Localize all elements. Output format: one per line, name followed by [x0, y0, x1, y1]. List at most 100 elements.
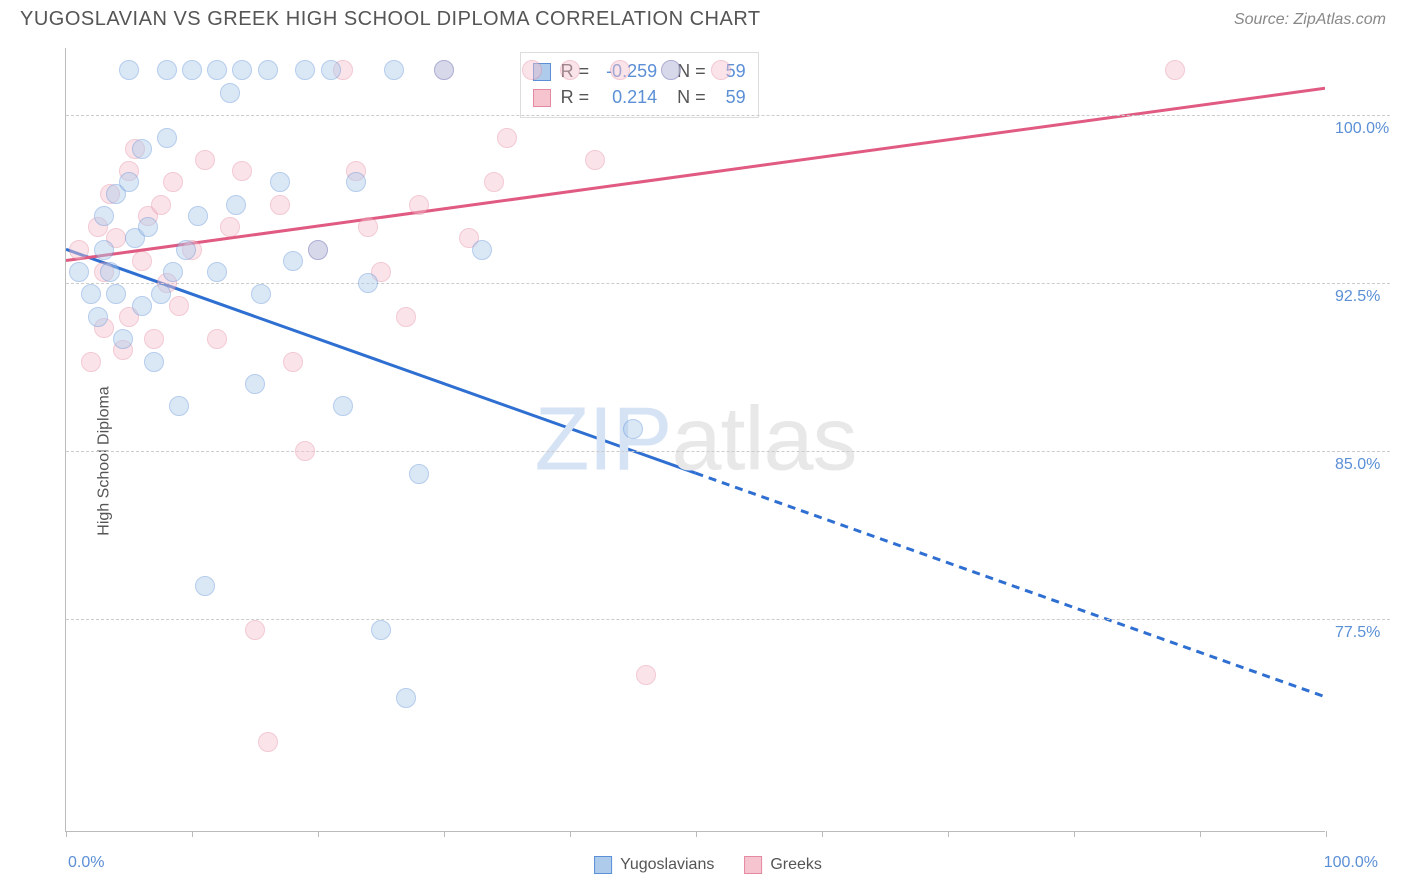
swatch-yugoslavians: [594, 856, 612, 874]
trend-lines: [66, 48, 1325, 831]
trend-line: [696, 473, 1326, 697]
chart-title: YUGOSLAVIAN VS GREEK HIGH SCHOOL DIPLOMA…: [20, 8, 761, 31]
y-tick-label: 100.0%: [1335, 120, 1395, 138]
data-point-greeks: [522, 60, 542, 80]
data-point-greeks: [258, 732, 278, 752]
x-tick: [192, 831, 193, 837]
data-point-greeks: [195, 150, 215, 170]
r-label: R =: [561, 87, 590, 108]
legend-item-yugoslavians: Yugoslavians: [594, 856, 714, 874]
legend-item-greeks: Greeks: [744, 856, 822, 874]
plot-area: ZIPatlas R = -0.259 N = 59 R = 0.214 N =…: [65, 48, 1325, 832]
data-point-yugoslavians: [220, 83, 240, 103]
x-tick: [1326, 831, 1327, 837]
x-tick: [948, 831, 949, 837]
data-point-yugoslavians: [182, 60, 202, 80]
gridline: [66, 451, 1390, 452]
data-point-yugoslavians: [132, 296, 152, 316]
data-point-greeks: [358, 217, 378, 237]
series-legend: Yugoslavians Greeks: [594, 856, 822, 874]
chart-container: High School Diploma ZIPatlas R = -0.259 …: [20, 40, 1396, 882]
data-point-yugoslavians: [144, 352, 164, 372]
data-point-yugoslavians: [270, 172, 290, 192]
data-point-yugoslavians: [169, 396, 189, 416]
data-point-yugoslavians: [88, 307, 108, 327]
x-tick: [66, 831, 67, 837]
data-point-yugoslavians: [106, 284, 126, 304]
data-point-yugoslavians: [245, 374, 265, 394]
x-axis-max-label: 100.0%: [1324, 854, 1378, 872]
data-point-yugoslavians: [232, 60, 252, 80]
data-point-greeks: [396, 307, 416, 327]
data-point-yugoslavians: [434, 60, 454, 80]
y-tick-label: 85.0%: [1335, 456, 1395, 474]
data-point-yugoslavians: [346, 172, 366, 192]
swatch-greeks: [744, 856, 762, 874]
x-tick: [570, 831, 571, 837]
data-point-greeks: [144, 329, 164, 349]
watermark-zip: ZIP: [534, 389, 671, 489]
data-point-yugoslavians: [94, 240, 114, 260]
data-point-yugoslavians: [94, 206, 114, 226]
data-point-yugoslavians: [283, 251, 303, 271]
legend-row-greeks: R = 0.214 N = 59: [533, 85, 746, 111]
data-point-greeks: [81, 352, 101, 372]
data-point-yugoslavians: [163, 262, 183, 282]
y-tick-label: 92.5%: [1335, 288, 1395, 306]
data-point-greeks: [295, 441, 315, 461]
data-point-greeks: [132, 251, 152, 271]
series-label-greeks: Greeks: [770, 856, 822, 874]
data-point-yugoslavians: [157, 128, 177, 148]
data-point-yugoslavians: [81, 284, 101, 304]
data-point-greeks: [207, 329, 227, 349]
data-point-yugoslavians: [119, 60, 139, 80]
data-point-greeks: [69, 240, 89, 260]
data-point-yugoslavians: [384, 60, 404, 80]
watermark-atlas: atlas: [671, 389, 856, 489]
data-point-yugoslavians: [226, 195, 246, 215]
x-axis-min-label: 0.0%: [68, 854, 104, 872]
series-label-yugoslavians: Yugoslavians: [620, 856, 714, 874]
y-tick-label: 77.5%: [1335, 624, 1395, 642]
x-tick: [822, 831, 823, 837]
data-point-yugoslavians: [69, 262, 89, 282]
data-point-greeks: [711, 60, 731, 80]
x-tick: [1074, 831, 1075, 837]
data-point-yugoslavians: [472, 240, 492, 260]
data-point-greeks: [1165, 60, 1185, 80]
data-point-greeks: [245, 620, 265, 640]
data-point-greeks: [151, 195, 171, 215]
data-point-greeks: [232, 161, 252, 181]
data-point-greeks: [497, 128, 517, 148]
data-point-yugoslavians: [258, 60, 278, 80]
gridline: [66, 619, 1390, 620]
data-point-yugoslavians: [371, 620, 391, 640]
data-point-greeks: [560, 60, 580, 80]
gridline: [66, 115, 1390, 116]
data-point-yugoslavians: [195, 576, 215, 596]
x-tick: [444, 831, 445, 837]
data-point-greeks: [585, 150, 605, 170]
x-tick: [1200, 831, 1201, 837]
data-point-yugoslavians: [295, 60, 315, 80]
data-point-yugoslavians: [358, 273, 378, 293]
data-point-greeks: [283, 352, 303, 372]
source-attribution: Source: ZipAtlas.com: [1234, 11, 1386, 29]
n-label: N =: [667, 87, 706, 108]
data-point-yugoslavians: [132, 139, 152, 159]
data-point-greeks: [220, 217, 240, 237]
n-value-greeks: 59: [716, 87, 746, 108]
data-point-yugoslavians: [333, 396, 353, 416]
data-point-yugoslavians: [321, 60, 341, 80]
data-point-greeks: [163, 172, 183, 192]
data-point-greeks: [169, 296, 189, 316]
data-point-yugoslavians: [157, 60, 177, 80]
data-point-yugoslavians: [661, 60, 681, 80]
data-point-greeks: [270, 195, 290, 215]
data-point-greeks: [484, 172, 504, 192]
data-point-yugoslavians: [623, 419, 643, 439]
data-point-yugoslavians: [176, 240, 196, 260]
data-point-yugoslavians: [151, 284, 171, 304]
data-point-yugoslavians: [409, 464, 429, 484]
data-point-yugoslavians: [251, 284, 271, 304]
